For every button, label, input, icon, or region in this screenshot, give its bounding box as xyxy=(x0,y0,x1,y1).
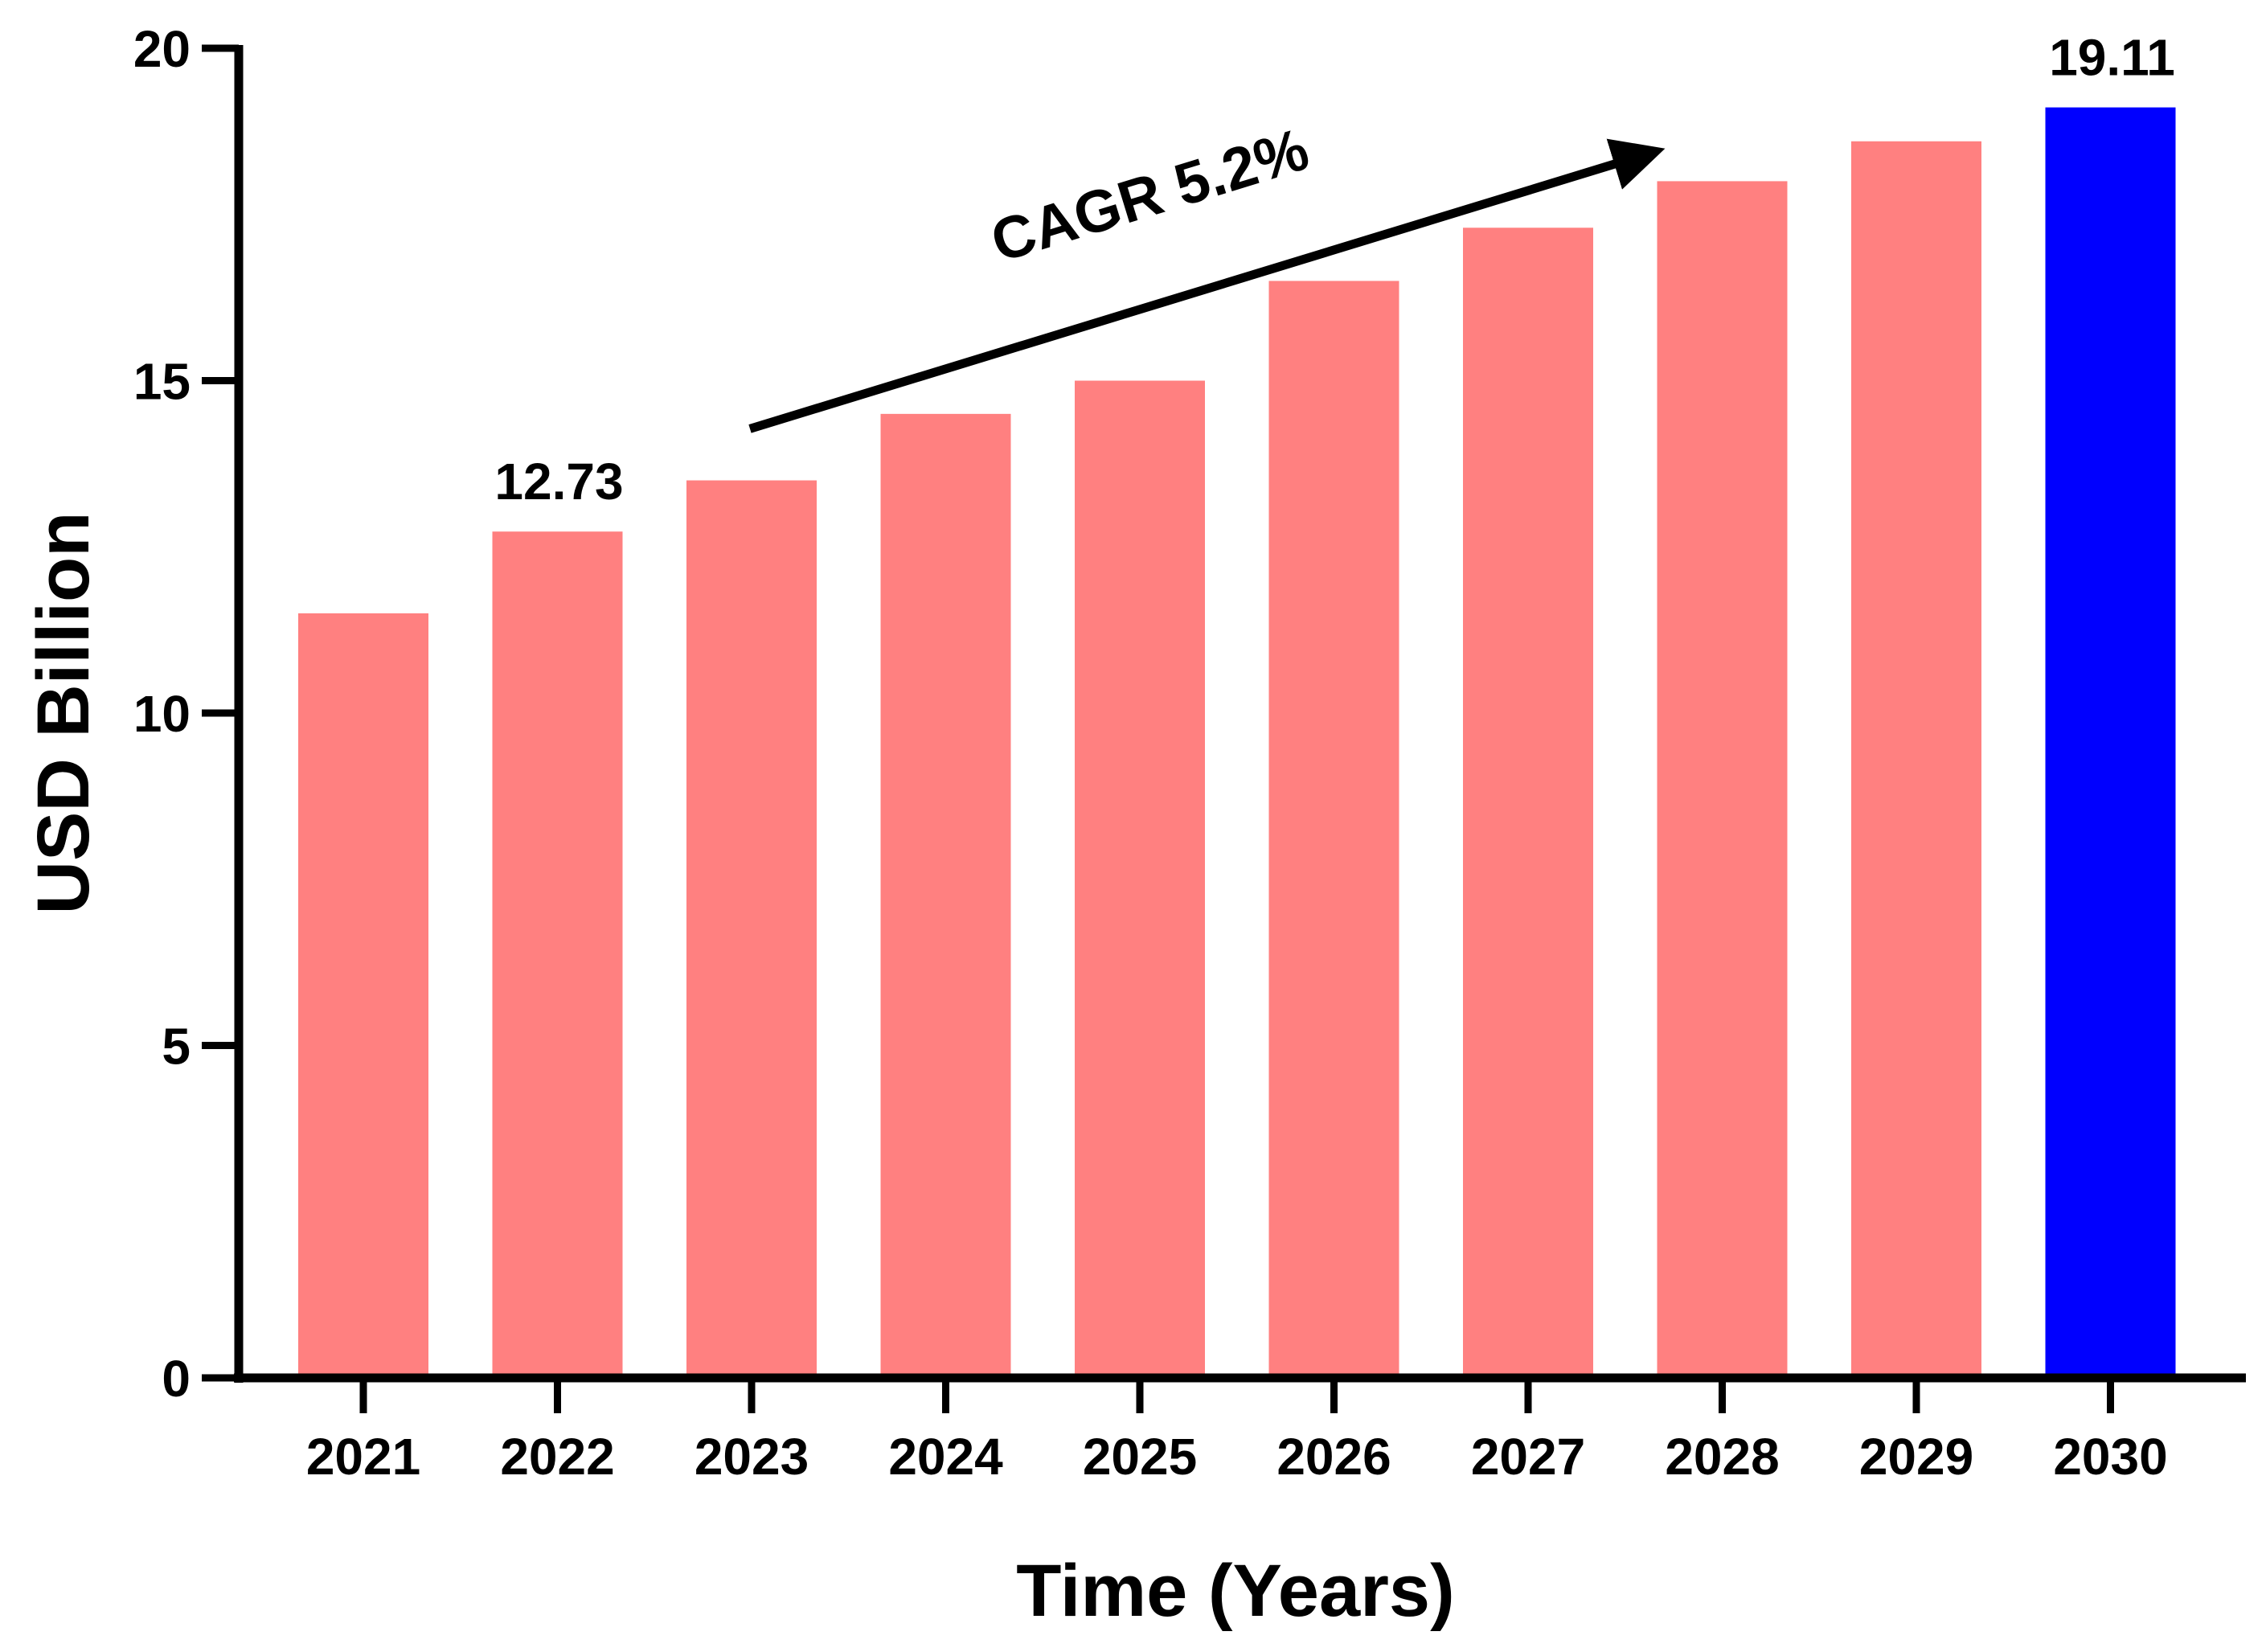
x-tick-label-2026: 2026 xyxy=(1276,1428,1391,1486)
bar-2029 xyxy=(1851,141,1981,1378)
x-tick-label-2025: 2025 xyxy=(1083,1428,1197,1486)
data-label-2030: 19.11 xyxy=(2049,29,2175,87)
x-axis-title: Time (Years) xyxy=(1016,1550,1455,1632)
bar-2021 xyxy=(298,613,428,1378)
data-label-2022: 12.73 xyxy=(494,453,623,510)
x-tick-label-2022: 2022 xyxy=(500,1428,614,1486)
cagr-label: CAGR 5.2% xyxy=(983,115,1316,275)
x-tick-label-2030: 2030 xyxy=(2053,1428,2167,1486)
y-tick-label-0: 0 xyxy=(162,1350,191,1408)
bar-2026 xyxy=(1268,281,1399,1379)
x-tick-label-2021: 2021 xyxy=(306,1428,420,1486)
bars-layer xyxy=(298,107,2176,1379)
y-tick-label-5: 5 xyxy=(162,1018,191,1076)
x-tick-label-2027: 2027 xyxy=(1471,1428,1585,1486)
axes-layer xyxy=(202,44,2246,1413)
bar-2023 xyxy=(686,480,817,1378)
bar-2024 xyxy=(880,413,1011,1378)
y-tick-label-10: 10 xyxy=(133,685,191,743)
x-tick-label-2023: 2023 xyxy=(695,1428,809,1486)
x-tick-label-2024: 2024 xyxy=(888,1428,1003,1486)
bar-2027 xyxy=(1463,228,1593,1378)
y-tick-label-20: 20 xyxy=(133,20,191,78)
x-tick-label-2029: 2029 xyxy=(1859,1428,1973,1486)
x-tick-label-2028: 2028 xyxy=(1665,1428,1779,1486)
bar-2030 xyxy=(2045,107,2176,1378)
labels-layer: 0 5 10 15 20 2021 2022 2023 2024 2025 2026 2027 2028… xyxy=(23,20,2175,1632)
bar-2022 xyxy=(492,531,623,1378)
y-tick-label-15: 15 xyxy=(133,353,191,411)
y-axis-title: USD Billion xyxy=(23,512,104,915)
cagr-arrow xyxy=(748,138,1666,433)
bar-2028 xyxy=(1657,181,1788,1378)
bar-2025 xyxy=(1075,380,1205,1378)
